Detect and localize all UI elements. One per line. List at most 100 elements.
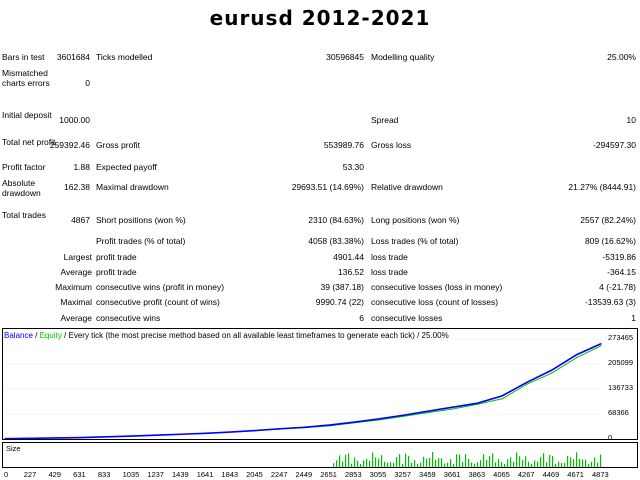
report-title: eurusd 2012-2021 — [209, 6, 431, 30]
size-bar — [450, 459, 452, 467]
av-cw-value: 6 — [359, 313, 364, 323]
x-tick-8: 1641 — [196, 470, 214, 479]
y-tick-0: 0 — [608, 433, 613, 442]
size-bar — [498, 459, 500, 467]
size-label: Size — [6, 444, 21, 453]
size-bar — [570, 457, 572, 467]
largest-pt-label: profit trade — [96, 252, 137, 262]
rel-dd-label: Relative drawdown — [371, 182, 443, 192]
size-bar — [492, 453, 494, 467]
pt-label: Profit trades (% of total) — [96, 236, 186, 246]
mx-cp-label: consecutive profit (count of wins) — [96, 297, 220, 307]
net-label: Total net profit — [2, 137, 56, 147]
mx-cl-label: consecutive loss (count of losses) — [371, 297, 499, 307]
point-balance-19 — [476, 402, 479, 404]
point-balance-17 — [427, 410, 429, 412]
size-bar — [372, 452, 374, 467]
gross-profit-value: 553989.76 — [323, 140, 364, 150]
legend-equity: Equity — [39, 331, 62, 340]
payoff-value: 53.30 — [342, 162, 364, 172]
x-tick-20: 4065 — [493, 470, 510, 479]
deposit-label: Initial deposit — [2, 110, 52, 120]
size-bar — [423, 456, 425, 467]
net-value: 259392.46 — [49, 140, 90, 150]
gross-loss-value: -294597.30 — [592, 140, 636, 150]
pt-value: 4058 (83.38%) — [308, 236, 364, 246]
largest-pt-value: 4901.44 — [333, 252, 364, 262]
size-bar — [579, 458, 581, 467]
size-bar — [537, 461, 539, 467]
avg-pt-label: profit trade — [96, 267, 137, 277]
mx-cp-value: 9990.74 (22) — [315, 297, 364, 307]
size-bar — [411, 462, 413, 467]
size-bar — [531, 463, 533, 467]
y-tick-3: 205099 — [608, 357, 634, 367]
maximum-qualifier: Maximum — [55, 282, 92, 292]
size-bar — [333, 463, 335, 467]
size-bar — [561, 462, 563, 467]
max-cw-label: consecutive wins (profit in money) — [96, 282, 225, 292]
size-chart — [333, 452, 602, 467]
size-bar — [525, 456, 527, 467]
size-bar — [339, 455, 341, 467]
point-balance-6 — [155, 434, 157, 436]
point-equity-17 — [427, 412, 429, 414]
av-cl-value: 1 — [631, 313, 636, 323]
size-bar — [480, 460, 482, 467]
size-panel — [2, 442, 638, 468]
x-tick-24: 4873 — [592, 470, 609, 479]
size-bar — [381, 455, 383, 467]
size-bar — [600, 454, 602, 467]
size-bar — [528, 461, 530, 467]
size-bar — [474, 463, 476, 467]
deposit-value: 1000.00 — [59, 115, 90, 125]
size-bar — [447, 462, 449, 467]
size-bar — [369, 460, 371, 467]
point-equity-18 — [452, 408, 454, 410]
x-tick-13: 2651 — [320, 470, 337, 479]
x-tick-16: 3257 — [394, 470, 412, 479]
size-bar — [390, 462, 392, 467]
max-dd-label: Maximal drawdown — [96, 182, 169, 192]
size-bar — [558, 461, 560, 467]
point-balance-4 — [106, 436, 108, 438]
size-bar — [513, 461, 515, 467]
x-tick-21: 4267 — [517, 470, 535, 479]
balance-chart-panel — [2, 328, 638, 440]
point-balance-1 — [32, 437, 34, 439]
size-bar — [399, 454, 401, 467]
size-bar — [444, 463, 446, 467]
size-bar — [501, 461, 503, 467]
size-bar — [408, 455, 410, 467]
av-cw-label: consecutive wins — [96, 313, 161, 323]
legend-rest: / Every tick (the most precise method ba… — [61, 331, 449, 340]
point-balance-12 — [303, 426, 306, 428]
short-value: 2310 (84.63%) — [308, 215, 364, 225]
point-balance-16 — [402, 414, 404, 416]
size-bar — [393, 462, 395, 467]
size-bar — [357, 460, 359, 467]
x-tick-10: 2045 — [246, 470, 263, 479]
bars-value: 3601684 — [56, 52, 90, 62]
size-bar — [387, 462, 389, 467]
x-tick-18: 3661 — [443, 470, 461, 479]
point-balance-8 — [205, 432, 207, 434]
size-bar — [396, 457, 398, 467]
series-line-balance — [4, 343, 602, 439]
x-tick-1: 227 — [23, 470, 37, 479]
x-tick-9: 1843 — [221, 470, 239, 479]
point-balance-5 — [130, 435, 133, 437]
size-bar — [420, 462, 422, 467]
point-balance-15 — [378, 418, 380, 420]
size-bar — [519, 456, 521, 467]
size-bar — [567, 455, 569, 467]
rel-dd-value: 21.27% (8444.91) — [568, 182, 636, 192]
size-bar — [384, 461, 386, 467]
payoff-label: Expected payoff — [96, 162, 157, 172]
x-tick-15: 3055 — [369, 470, 387, 479]
largest-lt-label: loss trade — [371, 252, 408, 262]
mismatch-value: 0 — [85, 78, 90, 88]
size-bar — [516, 452, 518, 467]
y-axis: 0 68366 136733 205099 273465 — [604, 328, 640, 442]
size-bar — [462, 461, 464, 467]
